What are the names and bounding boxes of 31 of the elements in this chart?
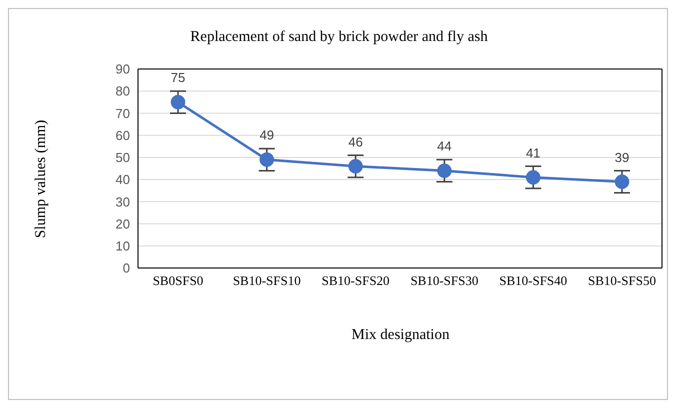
point (260, 152, 274, 167)
x-tick-label: SB0SFS0 (152, 273, 204, 288)
y-tick-label: 40 (116, 172, 130, 188)
x-tick-label: SB10-SFS30 (410, 273, 478, 288)
data-label: 44 (437, 138, 452, 154)
y-tick-label: 60 (116, 128, 130, 143)
data-label: 39 (614, 150, 630, 165)
y-tick-label: 50 (116, 150, 130, 166)
point (348, 159, 363, 174)
y-tick-label: 10 (116, 238, 130, 254)
data-label: 46 (348, 134, 363, 150)
chart-title: Replacement of sand by brick powder and fly ash (189, 29, 489, 46)
point (526, 170, 540, 185)
y-tick-label: 80 (116, 84, 130, 99)
y-axis-title: Slump values (mm) (33, 118, 50, 240)
x-tick-label: SB10-SFS50 (588, 273, 656, 288)
point (437, 163, 452, 178)
data-label: 49 (260, 128, 274, 143)
y-tick-label: 20 (116, 216, 130, 232)
y-tick-label: 0 (122, 260, 130, 276)
data-label: 41 (526, 145, 540, 160)
x-tick-label: SB10-SFS40 (499, 273, 568, 288)
y-tick-label: 30 (116, 194, 130, 210)
data-label: 75 (170, 70, 186, 86)
point (170, 94, 186, 110)
x-tick-label: SB10-SFS10 (232, 273, 301, 288)
y-tick-label: 70 (116, 106, 130, 121)
x-axis-title: Mix designation (350, 327, 450, 344)
y-tick-label: 90 (116, 62, 130, 77)
x-tick-label: SB10-SFS20 (322, 273, 390, 288)
point (614, 174, 630, 190)
